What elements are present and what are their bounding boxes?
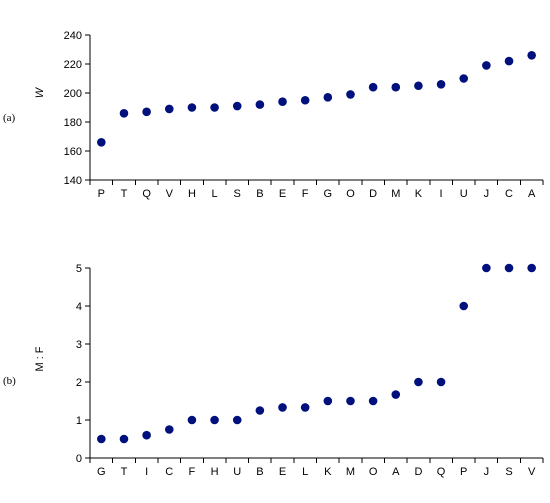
x-tick-label: G — [324, 188, 333, 200]
y-tick-label: 240 — [64, 30, 82, 42]
data-point-A — [391, 390, 401, 399]
x-tick-label: D — [369, 188, 377, 200]
panel-label: (b) — [3, 375, 16, 387]
y-tick-label: 0 — [76, 453, 82, 465]
data-point-D — [414, 377, 423, 387]
data-point-G — [323, 93, 333, 102]
y-tick-label: 160 — [64, 146, 82, 158]
data-point-C — [164, 425, 174, 434]
y-axis-title: M : F — [34, 346, 46, 371]
data-point-O — [346, 90, 355, 99]
data-point-K — [414, 81, 423, 91]
x-tick-label: G — [97, 466, 106, 478]
data-point-I — [142, 430, 151, 440]
data-point-B — [255, 406, 265, 415]
data-point-L — [210, 103, 219, 112]
data-point-A — [527, 51, 536, 60]
x-tick-label: S — [234, 188, 241, 200]
y-tick-label: 220 — [64, 59, 82, 71]
x-tick-label: S — [505, 466, 512, 478]
data-point-S — [232, 101, 242, 111]
data-point-U — [232, 415, 242, 425]
x-tick-label: B — [256, 466, 263, 478]
data-point-V — [527, 263, 536, 273]
x-tick-label: T — [121, 466, 128, 478]
x-tick-label: L — [302, 466, 308, 478]
data-point-T — [119, 434, 129, 444]
y-tick-label: 3 — [76, 339, 82, 351]
x-tick-label: T — [121, 188, 128, 200]
y-axis-title: W — [34, 86, 46, 98]
data-point-P — [459, 301, 469, 311]
x-tick-label: K — [415, 188, 423, 200]
x-tick-label: A — [528, 188, 536, 200]
x-tick-label: O — [369, 466, 378, 478]
x-tick-label: F — [302, 188, 309, 200]
data-point-F — [300, 95, 310, 105]
data-point-M — [346, 396, 355, 406]
x-tick-label: Q — [437, 466, 446, 478]
x-tick-label: K — [324, 466, 332, 478]
x-tick-label: U — [233, 466, 241, 478]
data-point-Q — [142, 107, 151, 117]
y-tick-label: 5 — [76, 263, 82, 275]
x-tick-label: I — [440, 188, 443, 200]
data-point-H — [210, 415, 219, 425]
data-point-K — [323, 396, 333, 406]
data-point-G — [97, 434, 106, 444]
data-point-M — [391, 82, 401, 92]
data-point-V — [164, 104, 174, 114]
data-point-D — [368, 82, 378, 92]
data-point-I — [436, 80, 446, 89]
x-tick-label: A — [392, 466, 400, 478]
x-tick-label: M — [391, 188, 400, 200]
x-tick-label: O — [346, 188, 355, 200]
data-point-B — [255, 100, 265, 109]
x-tick-label: P — [98, 188, 105, 200]
chart-panel-a: 140 160 180 200 220 240 P T Q V H L S B E F G O D M K I U J C A W (… — [3, 30, 544, 200]
chart-panel-b: 0 1 2 3 4 5 G T I C F H U B E L K M O A D Q P J S V M : F (b) — [3, 263, 544, 478]
data-point-H — [187, 103, 197, 112]
data-point-C — [504, 56, 514, 66]
x-tick-label: E — [279, 188, 286, 200]
y-tick-label: 4 — [76, 301, 82, 313]
data-point-S — [504, 263, 514, 273]
x-tick-label: V — [528, 466, 536, 478]
x-tick-label: H — [188, 188, 196, 200]
x-tick-label: E — [279, 466, 286, 478]
x-tick-label: Q — [142, 188, 151, 200]
x-tick-label: M — [346, 466, 355, 478]
y-tick-label: 1 — [76, 415, 82, 427]
y-tick-label: 200 — [64, 88, 82, 100]
data-point-J — [482, 61, 491, 70]
x-tick-label: H — [211, 466, 219, 478]
x-tick-label: J — [484, 188, 490, 200]
x-tick-label: J — [484, 466, 490, 478]
data-point-E — [278, 403, 287, 412]
x-tick-label: L — [212, 188, 218, 200]
data-point-J — [482, 263, 491, 273]
x-tick-label: C — [505, 188, 513, 200]
data-point-T — [119, 109, 129, 118]
y-tick-label: 180 — [64, 117, 82, 129]
data-point-L — [300, 403, 310, 412]
data-point-P — [97, 138, 106, 147]
x-tick-label: P — [460, 466, 467, 478]
y-tick-label: 2 — [76, 377, 82, 389]
data-point-O — [368, 396, 378, 406]
data-point-U — [459, 74, 469, 83]
data-point-E — [278, 97, 287, 106]
panel-label: (a) — [3, 112, 16, 124]
x-tick-label: U — [460, 188, 468, 200]
x-tick-label: D — [414, 466, 422, 478]
x-tick-label: I — [145, 466, 148, 478]
data-point-F — [187, 415, 197, 425]
x-tick-label: F — [189, 466, 196, 478]
x-tick-label: B — [256, 188, 263, 200]
y-tick-label: 140 — [64, 175, 82, 187]
data-point-Q — [436, 377, 446, 387]
x-tick-label: V — [166, 188, 174, 200]
x-tick-label: C — [165, 466, 173, 478]
